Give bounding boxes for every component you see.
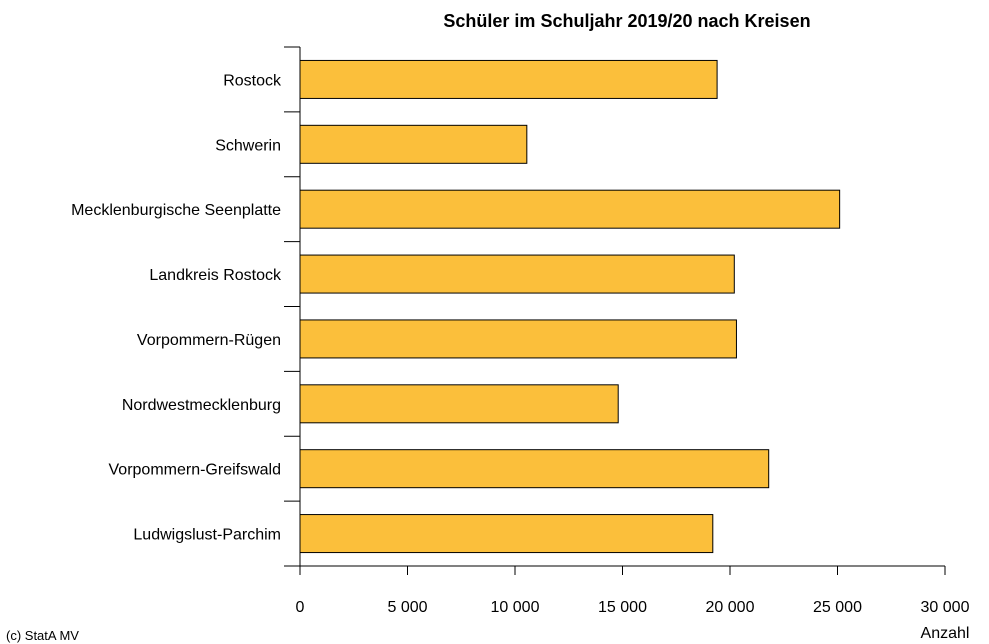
bar <box>299 254 735 294</box>
x-tick-label: 15 000 <box>598 599 647 616</box>
x-tick-label: 10 000 <box>491 599 540 616</box>
x-axis-label: Anzahl <box>921 625 970 642</box>
bar <box>299 449 770 489</box>
bar <box>299 59 718 99</box>
category-label: Nordwestmecklenburg <box>122 397 281 414</box>
bar <box>299 319 737 359</box>
category-label: Schwerin <box>215 137 281 154</box>
bar <box>299 384 619 424</box>
y-axis-ticks-group <box>284 46 300 567</box>
category-label: Vorpommern-Rügen <box>137 332 281 349</box>
bar <box>299 189 841 229</box>
chart-title: Schüler im Schuljahr 2019/20 nach Kreise… <box>443 11 810 31</box>
category-label: Mecklenburgische Seenplatte <box>71 202 281 219</box>
category-label: Vorpommern-Greifswald <box>109 462 282 479</box>
x-axis-ticks-group: 0 5 000 10 000 15 000 20 000 25 000 30 000 <box>296 566 970 616</box>
bars-group <box>299 59 841 554</box>
category-label: Landkreis Rostock <box>149 267 282 284</box>
x-tick-label: 5 000 <box>387 599 427 616</box>
x-tick-label: 25 000 <box>813 599 862 616</box>
x-tick-label: 20 000 <box>706 599 755 616</box>
x-tick-label: 30 000 <box>921 599 970 616</box>
bar <box>299 514 714 554</box>
category-label: Rostock <box>223 72 282 89</box>
source-credit: (c) StatA MV <box>6 628 79 643</box>
category-label: Ludwigslust-Parchim <box>133 527 281 544</box>
bar <box>299 124 528 164</box>
category-labels-group: Rostock Schwerin Mecklenburgische Seenplat… <box>71 72 282 543</box>
x-tick-label: 0 <box>296 599 305 616</box>
